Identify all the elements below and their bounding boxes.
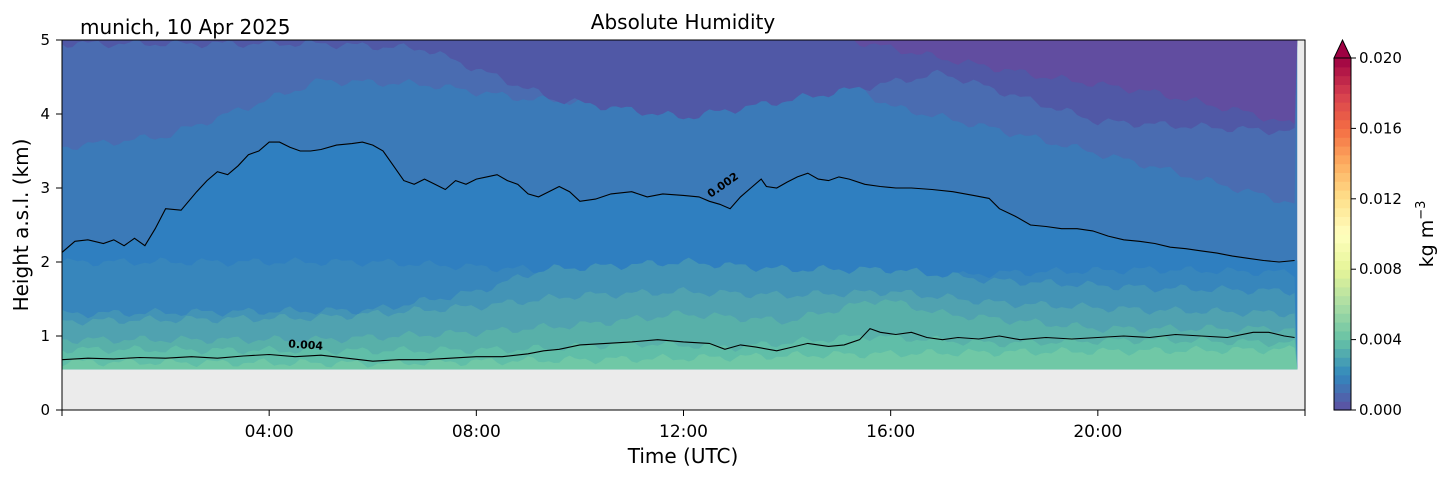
colorbar-step [1334,330,1351,341]
colorbar-step [1334,216,1351,226]
colorbar-step [1334,295,1351,305]
y-tick-label: 1 [40,327,50,345]
y-tick-label: 0 [40,401,50,419]
colorbar-step [1334,339,1351,349]
colorbar-step [1334,154,1351,165]
x-tick-label: 08:00 [452,422,501,442]
y-tick-label: 2 [40,253,50,271]
y-tick-label: 3 [40,179,50,197]
colorbar-label: kg m−3 [1414,201,1438,268]
colorbar-step [1334,357,1351,367]
colorbar-step [1334,401,1351,411]
colorbar-step [1334,102,1351,112]
colorbar-label-unit: kg m [1416,220,1438,268]
humidity-field [62,40,1298,370]
colorbar-step [1334,58,1351,68]
colorbar-step [1334,234,1351,244]
colorbar-step [1334,75,1351,85]
colorbar-tick-label: 0.000 [1359,401,1402,419]
colorbar-tick-label: 0.004 [1359,331,1402,349]
colorbar-label-exponent: −3 [1414,201,1429,220]
colorbar-tick-label: 0.012 [1359,190,1402,208]
colorbar-step [1334,128,1351,138]
colorbar: 0.000 0.004 0.008 0.012 0.016 0.020 kg m−3 [1333,38,1438,419]
x-axis-label: Time (UTC) [627,444,739,468]
colorbar-step [1334,286,1351,297]
colorbar-step [1334,93,1351,103]
colorbar-extend-arrow [1333,38,1352,59]
colorbar-frame [1333,57,1352,411]
colorbar-step [1334,348,1351,358]
colorbar-ticks: 0.000 0.004 0.008 0.012 0.016 0.020 [1351,49,1402,419]
y-tick-label: 5 [40,31,50,49]
colorbar-step [1334,198,1351,209]
colorbar-step [1334,181,1351,191]
x-tick-label: 16:00 [866,422,915,442]
upper-humidity-band [849,40,1298,125]
y-axis-label: Height a.s.l. (km) [9,139,33,312]
colorbar-tick-label: 0.016 [1359,119,1402,137]
colorbar-step [1334,225,1351,235]
colorbar-step [1334,146,1351,156]
colorbar-step [1334,269,1351,279]
colorbar-step [1334,190,1351,200]
x-tick-label: 12:00 [659,422,708,442]
colorbar-step [1334,313,1351,323]
colorbar-step [1334,172,1351,182]
colorbar-step [1334,383,1351,393]
chart-subtitle: munich, 10 Apr 2025 [80,15,290,39]
colorbar-step [1334,242,1351,253]
y-tick-label: 4 [40,105,50,123]
colorbar-step [1334,251,1351,261]
colorbar-step [1334,84,1351,94]
contour-label: 0.004 [288,337,324,352]
x-axis-ticks: 04:00 08:00 12:00 16:00 20:00 [61,410,1306,442]
colorbar-step [1334,110,1351,121]
colorbar-gradient [1334,58,1351,411]
x-tick-label: 04:00 [245,422,294,442]
colorbar-step [1334,366,1351,376]
contour-line [62,327,1295,362]
x-tick-label: 20:00 [1073,422,1122,442]
colorbar-step [1334,374,1351,385]
low-humidity-band [62,345,1298,370]
colorbar-step [1334,66,1351,77]
y-axis-ticks: 0 1 2 3 4 5 [40,31,62,419]
colorbar-step [1334,322,1351,332]
colorbar-step [1334,278,1351,288]
colorbar-step [1334,260,1351,270]
colorbar-tick-label: 0.020 [1359,49,1402,67]
colorbar-step [1334,137,1351,147]
colorbar-step [1334,207,1351,217]
colorbar-tick-label: 0.008 [1359,260,1402,278]
chart-title: Absolute Humidity [591,10,776,34]
colorbar-step [1334,163,1351,173]
contour-line [62,141,1295,263]
colorbar-step [1334,304,1351,314]
colorbar-step [1334,119,1351,129]
colorbar-step [1334,392,1351,402]
